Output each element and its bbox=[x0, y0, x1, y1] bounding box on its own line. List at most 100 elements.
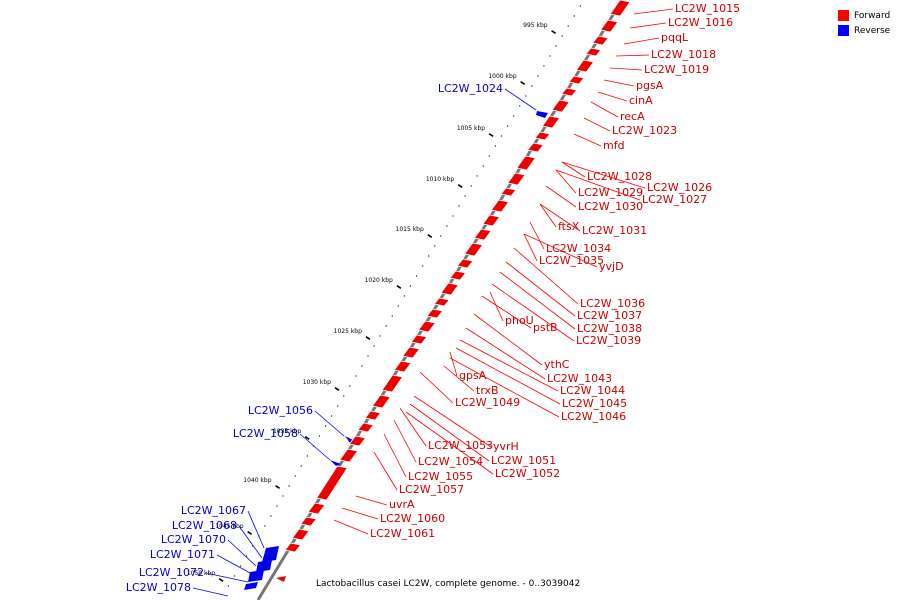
forward-label-leader bbox=[413, 395, 492, 448]
forward-gene-label[interactable]: LC2W_1045 bbox=[562, 397, 627, 410]
forward-gene-label[interactable]: LC2W_1019 bbox=[644, 63, 709, 76]
forward-label-leader bbox=[555, 169, 641, 201]
forward-gene-label[interactable]: LC2W_1038 bbox=[577, 322, 642, 335]
tick-mark bbox=[275, 485, 280, 489]
forward-gene-label[interactable]: LC2W_1030 bbox=[578, 200, 643, 213]
forward-gene-label[interactable]: LC2W_1037 bbox=[577, 309, 642, 322]
forward-gene-label[interactable]: LC2W_1016 bbox=[668, 16, 733, 29]
forward-gene-block bbox=[300, 516, 318, 527]
forward-label-leader bbox=[499, 271, 576, 330]
forward-gene-block bbox=[473, 228, 492, 241]
genome-caption: Lactobacillus casei LC2W, complete genom… bbox=[316, 579, 581, 589]
forward-gene-label[interactable]: LC2W_1044 bbox=[560, 384, 625, 397]
legend-label-forward: Forward bbox=[854, 10, 891, 21]
forward-gene-block bbox=[516, 155, 537, 171]
forward-gene-label[interactable]: LC2W_1055 bbox=[408, 470, 473, 483]
forward-gene-block bbox=[315, 465, 348, 501]
forward-gene-label[interactable]: yvrH bbox=[493, 440, 519, 453]
tick-label: 1005 kbp bbox=[457, 125, 485, 132]
forward-label-leader bbox=[355, 495, 388, 506]
forward-gene-label[interactable]: recA bbox=[620, 110, 645, 123]
forward-label-leader bbox=[465, 327, 546, 380]
forward-gene-label[interactable]: gpsA bbox=[459, 369, 487, 382]
forward-gene-label[interactable]: LC2W_1053 bbox=[428, 439, 493, 452]
forward-label-leader bbox=[489, 291, 504, 322]
forward-gene-label[interactable]: mfd bbox=[603, 139, 625, 152]
forward-gene-label[interactable]: LC2W_1046 bbox=[561, 410, 626, 423]
tick-label: 995 kbp bbox=[523, 22, 548, 29]
forward-gene-block bbox=[284, 542, 302, 553]
forward-gene-block bbox=[575, 59, 595, 73]
forward-gene-label[interactable]: ftsX bbox=[558, 220, 580, 233]
forward-label-leader bbox=[393, 419, 417, 463]
reverse-gene-label[interactable]: LC2W_1078 bbox=[126, 581, 191, 594]
scale-dot bbox=[525, 95, 527, 97]
legend-item-reverse: Reverse bbox=[838, 23, 890, 38]
forward-gene-label[interactable]: yvjD bbox=[599, 260, 624, 273]
reverse-gene-block bbox=[244, 582, 258, 590]
reverse-gene-label[interactable]: LC2W_1068 bbox=[172, 519, 237, 532]
scale-dot bbox=[330, 415, 333, 417]
reverse-label-leader bbox=[205, 572, 249, 583]
tick-label: 1050 kbp bbox=[187, 570, 215, 577]
reverse-gene-label[interactable]: LC2W_1024 bbox=[438, 82, 503, 95]
forward-gene-label[interactable]: LC2W_1031 bbox=[582, 224, 647, 237]
forward-label-leader bbox=[583, 117, 611, 132]
reverse-gene-label[interactable]: LC2W_1067 bbox=[181, 504, 246, 517]
forward-gene-label[interactable]: trxB bbox=[476, 384, 499, 397]
tick-mark bbox=[457, 184, 463, 188]
reverse-gene-label[interactable]: LC2W_1072 bbox=[139, 566, 204, 579]
forward-gene-label[interactable]: LC2W_1043 bbox=[547, 372, 612, 385]
forward-gene-label[interactable]: LC2W_1029 bbox=[578, 186, 643, 199]
scale-dot bbox=[506, 125, 509, 127]
forward-gene-label[interactable]: LC2W_1061 bbox=[370, 527, 435, 540]
forward-gene-label[interactable]: LC2W_1027 bbox=[642, 193, 707, 206]
scale-dot bbox=[403, 295, 406, 297]
forward-label-leader bbox=[505, 261, 576, 317]
forward-gene-block bbox=[402, 346, 421, 359]
forward-label-leader bbox=[513, 247, 579, 305]
forward-gene-label[interactable]: LC2W_1026 bbox=[647, 181, 712, 194]
forward-gene-label[interactable]: LC2W_1057 bbox=[399, 483, 464, 496]
scale-dot bbox=[306, 455, 309, 457]
reverse-label-leader bbox=[504, 88, 537, 111]
tick-label: 1015 kbp bbox=[396, 226, 424, 233]
forward-gene-label[interactable]: LC2W_1052 bbox=[495, 467, 560, 480]
forward-label-leader bbox=[409, 403, 490, 462]
scale-dot bbox=[427, 255, 430, 257]
forward-gene-label[interactable]: LC2W_1015 bbox=[675, 2, 740, 15]
forward-label-leader bbox=[633, 8, 674, 15]
forward-label-leader bbox=[405, 411, 494, 475]
forward-gene-label[interactable]: LC2W_1023 bbox=[612, 124, 677, 137]
scale-dot bbox=[239, 565, 242, 567]
forward-label-leader bbox=[491, 283, 575, 342]
forward-gene-label[interactable]: pgsA bbox=[636, 79, 664, 92]
scale-dot bbox=[543, 65, 545, 67]
forward-label-leader bbox=[383, 433, 407, 478]
scale-dot bbox=[397, 305, 400, 307]
reverse-gene-label[interactable]: LC2W_1056 bbox=[248, 404, 313, 417]
forward-gene-label[interactable]: uvrA bbox=[389, 498, 415, 511]
forward-gene-label[interactable]: LC2W_1060 bbox=[380, 512, 445, 525]
forward-gene-block bbox=[599, 19, 619, 33]
reverse-label-leader bbox=[299, 433, 331, 461]
reverse-gene-label[interactable]: LC2W_1058 bbox=[233, 427, 298, 440]
forward-gene-label[interactable]: LC2W_1051 bbox=[491, 454, 556, 467]
reverse-gene-label[interactable]: LC2W_1070 bbox=[161, 533, 226, 546]
forward-gene-label[interactable]: cinA bbox=[629, 94, 653, 107]
forward-gene-label[interactable]: ythC bbox=[544, 358, 570, 371]
forward-gene-label[interactable]: LC2W_1028 bbox=[587, 170, 652, 183]
forward-gene-label[interactable]: LC2W_1018 bbox=[651, 48, 716, 61]
forward-gene-label[interactable]: LC2W_1035 bbox=[539, 254, 604, 267]
forward-gene-label[interactable]: LC2W_1039 bbox=[576, 334, 641, 347]
forward-gene-label[interactable]: LC2W_1049 bbox=[455, 396, 520, 409]
scale-dot bbox=[500, 135, 503, 137]
forward-gene-label[interactable]: LC2W_1054 bbox=[418, 455, 483, 468]
forward-gene-label[interactable]: pqqL bbox=[661, 31, 689, 44]
forward-gene-label[interactable]: LC2W_1036 bbox=[580, 297, 645, 310]
forward-gene-label[interactable]: pstB bbox=[533, 321, 558, 334]
forward-gene-block bbox=[585, 47, 602, 57]
scale-dot bbox=[282, 495, 284, 497]
legend-label-reverse: Reverse bbox=[854, 25, 891, 36]
reverse-gene-label[interactable]: LC2W_1071 bbox=[150, 548, 215, 561]
